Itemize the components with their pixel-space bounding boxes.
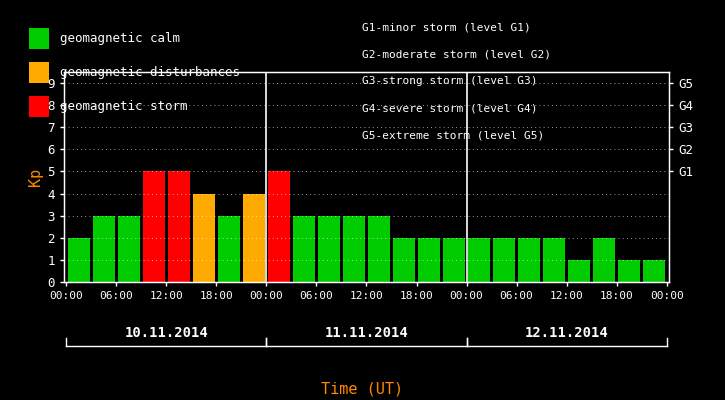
Bar bbox=[468, 238, 490, 282]
Text: geomagnetic calm: geomagnetic calm bbox=[60, 32, 181, 45]
Bar bbox=[443, 238, 465, 282]
Bar bbox=[568, 260, 590, 282]
Text: Time (UT): Time (UT) bbox=[321, 381, 404, 396]
Y-axis label: Kp: Kp bbox=[28, 168, 43, 186]
Bar bbox=[368, 216, 390, 282]
Text: G4-severe storm (level G4): G4-severe storm (level G4) bbox=[362, 104, 538, 114]
Text: G1-minor storm (level G1): G1-minor storm (level G1) bbox=[362, 22, 531, 32]
Bar bbox=[143, 172, 165, 282]
Bar bbox=[643, 260, 665, 282]
Bar bbox=[293, 216, 315, 282]
Bar bbox=[343, 216, 365, 282]
Bar bbox=[168, 172, 190, 282]
Bar bbox=[593, 238, 615, 282]
Text: G3-strong storm (level G3): G3-strong storm (level G3) bbox=[362, 76, 538, 86]
Text: 11.11.2014: 11.11.2014 bbox=[325, 326, 408, 340]
Bar bbox=[518, 238, 540, 282]
Text: G2-moderate storm (level G2): G2-moderate storm (level G2) bbox=[362, 49, 552, 59]
Bar bbox=[243, 194, 265, 282]
Bar bbox=[118, 216, 140, 282]
Bar bbox=[393, 238, 415, 282]
Bar bbox=[543, 238, 565, 282]
Bar bbox=[493, 238, 515, 282]
Bar bbox=[268, 172, 290, 282]
Text: G5-extreme storm (level G5): G5-extreme storm (level G5) bbox=[362, 131, 544, 141]
Text: 12.11.2014: 12.11.2014 bbox=[525, 326, 608, 340]
Bar bbox=[93, 216, 115, 282]
Text: 10.11.2014: 10.11.2014 bbox=[125, 326, 208, 340]
Bar bbox=[318, 216, 340, 282]
Text: geomagnetic storm: geomagnetic storm bbox=[60, 100, 188, 113]
Bar bbox=[618, 260, 640, 282]
Bar bbox=[218, 216, 240, 282]
Bar bbox=[418, 238, 440, 282]
Bar bbox=[193, 194, 215, 282]
Bar bbox=[68, 238, 90, 282]
Text: geomagnetic disturbances: geomagnetic disturbances bbox=[60, 66, 240, 79]
